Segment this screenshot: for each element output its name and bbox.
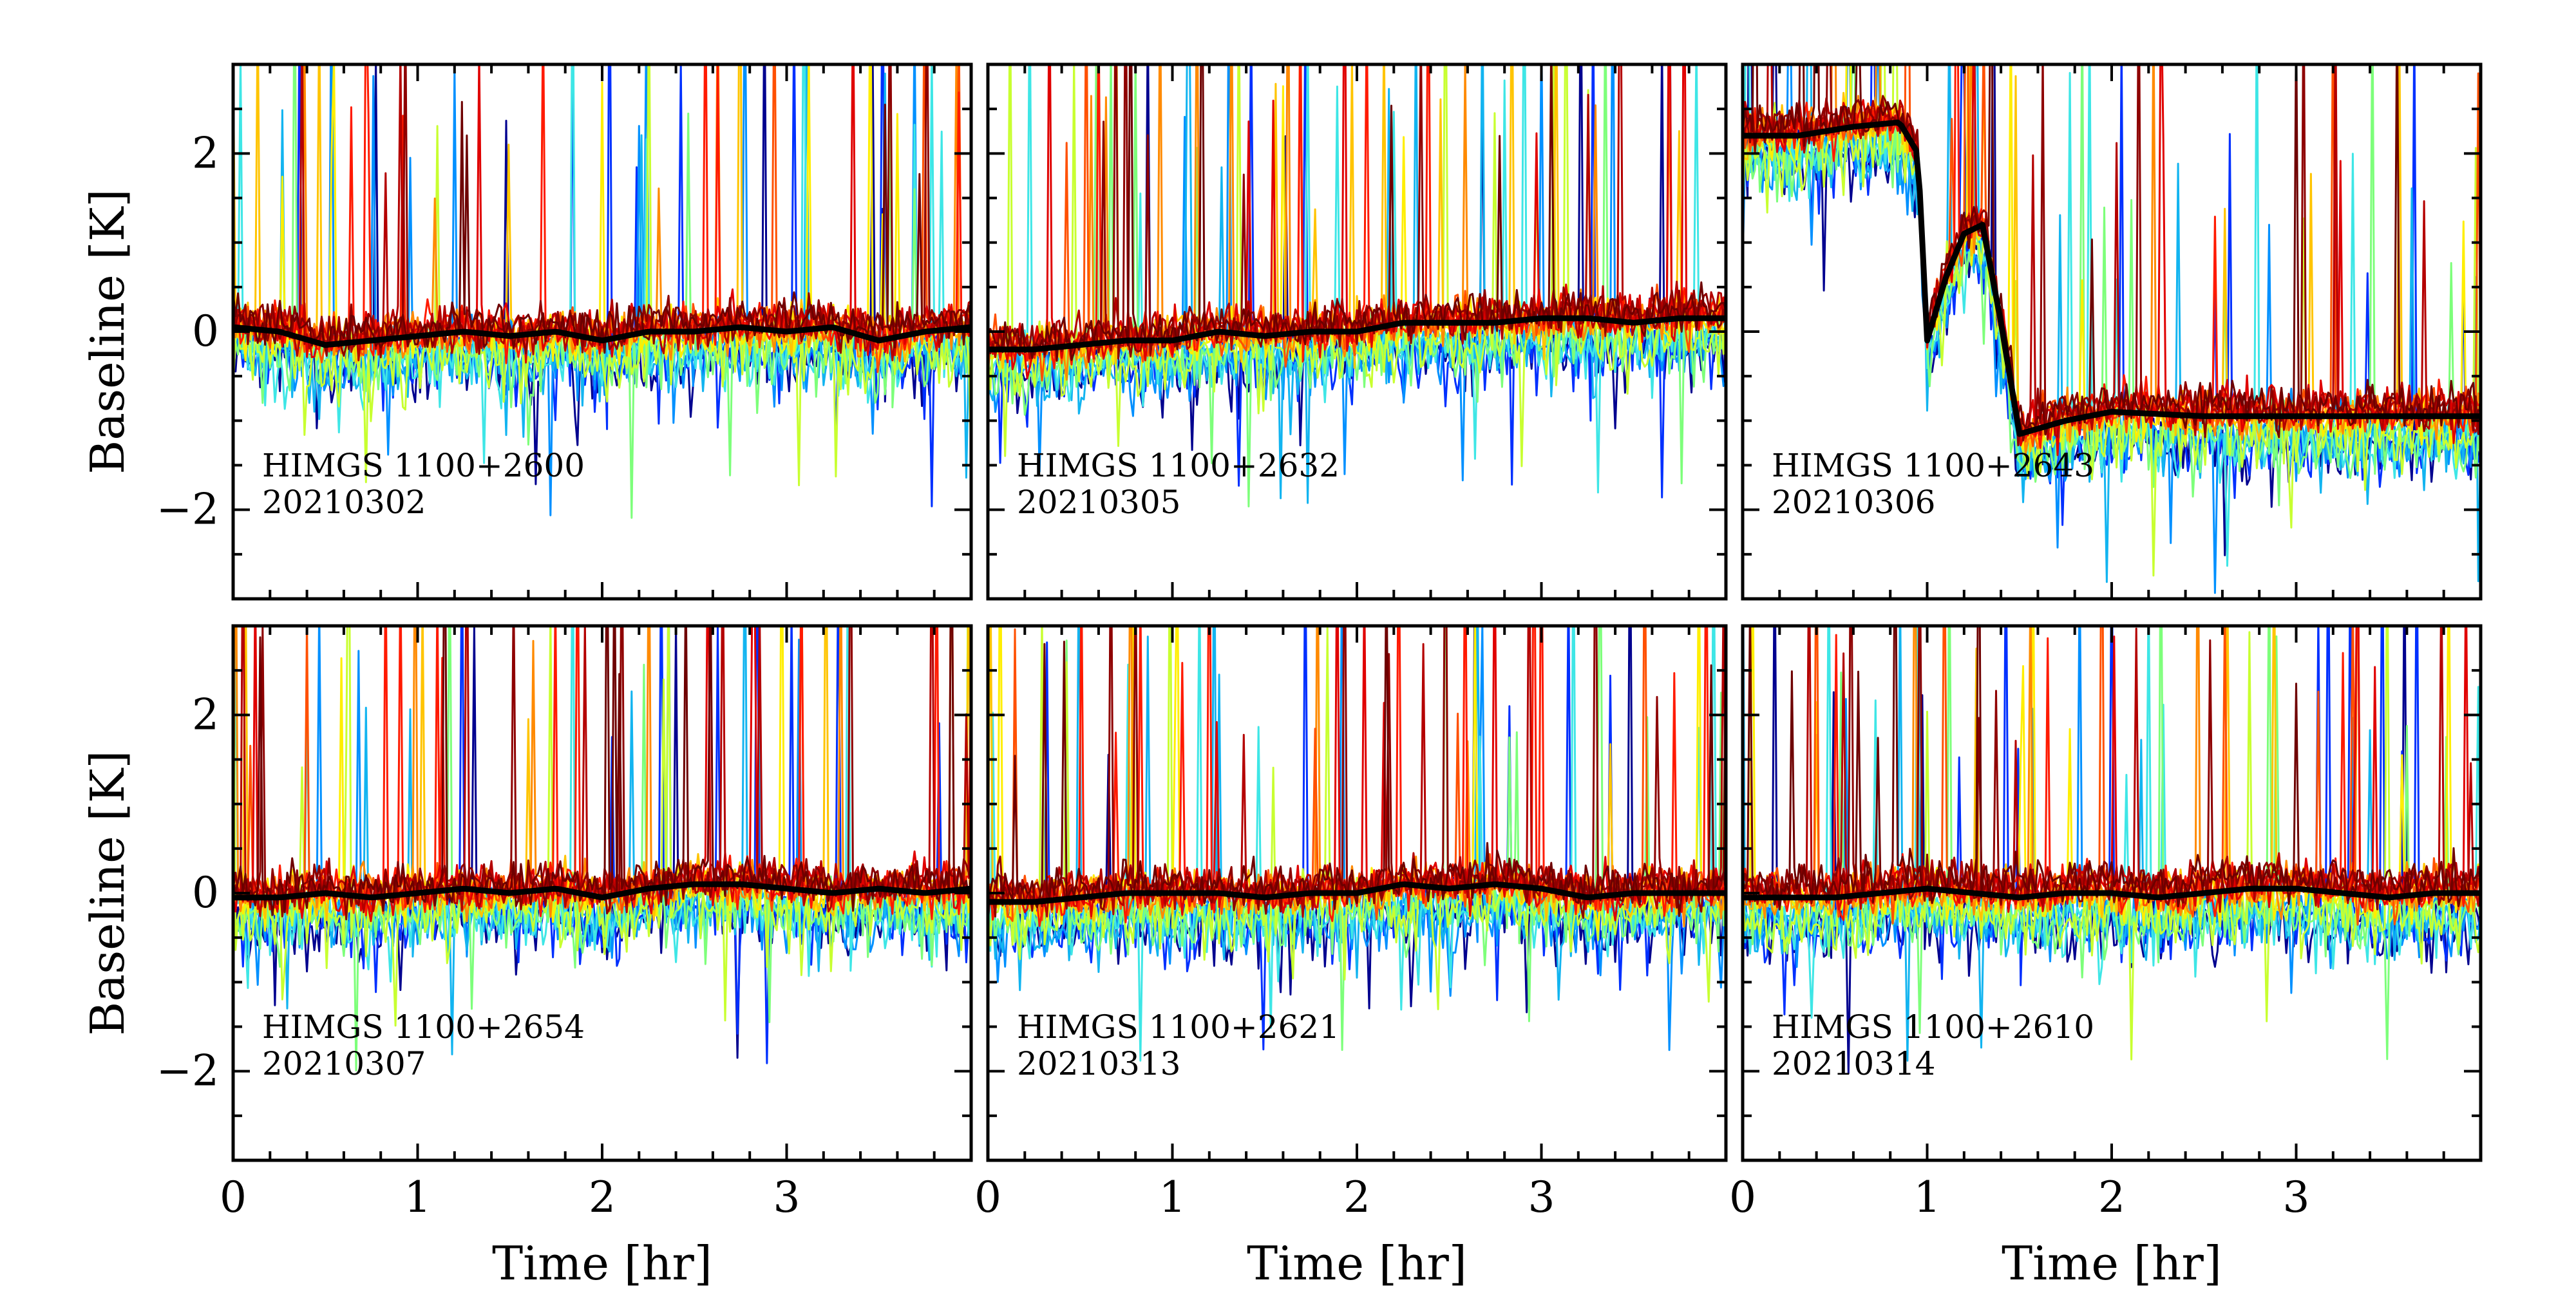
y-tick-label: 2 — [192, 128, 219, 178]
x-tick-label: 0 — [974, 1173, 1001, 1222]
x-tick-label: 3 — [773, 1173, 800, 1222]
y-tick-label: −2 — [156, 485, 219, 534]
x-tick-label: 0 — [1729, 1173, 1756, 1222]
feed-trace-7 — [233, 626, 971, 1027]
ticks — [1741, 63, 2482, 600]
ticks — [232, 63, 972, 600]
panel-date-label: 20210313 — [1017, 1045, 1181, 1082]
panel-field-label: HIMGS 1100+2643 — [1772, 447, 2094, 484]
plot-area — [988, 64, 1726, 507]
y-axis-label: Baseline [K] — [80, 750, 135, 1035]
x-axis-label: Time [hr] — [2002, 1236, 2222, 1288]
feed-trace-8 — [988, 626, 1726, 932]
plot-area — [988, 626, 1726, 1062]
plot-area — [1743, 64, 2481, 594]
x-tick-label: 0 — [220, 1173, 247, 1222]
median-line — [233, 324, 971, 348]
x-tick-label: 2 — [2098, 1173, 2125, 1222]
feed-trace-10 — [988, 626, 1726, 928]
x-axis-label: Time [hr] — [1247, 1236, 1467, 1288]
plot-area — [233, 64, 971, 519]
feed-trace-15 — [1743, 626, 2481, 910]
feed-trace-15 — [988, 64, 1726, 360]
feed-trace-14 — [988, 626, 1726, 918]
panel-field-label: HIMGS 1100+2654 — [262, 1008, 585, 1046]
feed-trace-8 — [233, 64, 971, 365]
x-tick-label: 3 — [1528, 1173, 1555, 1222]
feed-trace-13 — [988, 626, 1726, 921]
feed-trace-16 — [1743, 626, 2481, 911]
y-axis-label: Baseline [K] — [80, 189, 135, 474]
feed-trace-7 — [1743, 64, 2481, 577]
ticks — [987, 625, 1727, 1162]
y-tick-label: 0 — [192, 868, 219, 918]
panel-date-label: 20210306 — [1772, 484, 1936, 521]
y-tick-label: 2 — [192, 690, 219, 739]
x-tick-label: 3 — [2283, 1173, 2310, 1222]
feed-trace-11 — [988, 626, 1726, 922]
feed-trace-16 — [1743, 64, 2481, 438]
ticks — [232, 625, 972, 1162]
median-line — [233, 881, 971, 901]
panel-date-label: 20210302 — [262, 484, 426, 521]
feed-trace-6 — [988, 64, 1726, 507]
feed-trace-16 — [988, 64, 1726, 362]
panel-date-label: 20210305 — [1017, 484, 1181, 521]
plot-area — [233, 626, 971, 1072]
ticks — [1741, 625, 2482, 1162]
y-tick-label: −2 — [156, 1046, 219, 1096]
y-tick-label: 0 — [192, 306, 219, 356]
x-tick-label: 2 — [1343, 1173, 1370, 1222]
panel-date-label: 20210314 — [1772, 1045, 1936, 1082]
x-tick-label: 1 — [1159, 1173, 1186, 1222]
x-tick-label: 1 — [404, 1173, 431, 1222]
feed-trace-8 — [233, 626, 971, 932]
panel-date-label: 20210307 — [262, 1045, 426, 1082]
feed-trace-16 — [233, 100, 971, 354]
median-line — [1743, 119, 2481, 437]
feed-trace-6 — [233, 626, 971, 1072]
feed-trace-2 — [233, 626, 971, 1064]
ticks — [987, 63, 1727, 600]
median-line — [988, 881, 1726, 905]
feed-trace-11 — [988, 64, 1726, 382]
panel-field-label: HIMGS 1100+2621 — [1017, 1008, 1340, 1046]
x-tick-label: 2 — [589, 1173, 616, 1222]
feed-trace-4 — [233, 626, 971, 1055]
panel-field-label: HIMGS 1100+2600 — [262, 447, 585, 484]
feed-trace-16 — [988, 626, 1726, 918]
panel-4: −2 0 2 0 1 2 3 Baseline [K] Time [hr] HIMGS 1100+… — [80, 624, 973, 1290]
x-tick-label: 1 — [1914, 1173, 1941, 1222]
plot-area — [1743, 626, 2481, 1075]
median-line — [988, 315, 1726, 353]
feed-trace-9 — [988, 626, 1726, 922]
median-line — [1743, 885, 2481, 901]
x-axis-label: Time [hr] — [492, 1236, 712, 1288]
panel-field-label: HIMGS 1100+2610 — [1772, 1008, 2094, 1046]
panel-field-label: HIMGS 1100+2632 — [1017, 447, 1340, 484]
